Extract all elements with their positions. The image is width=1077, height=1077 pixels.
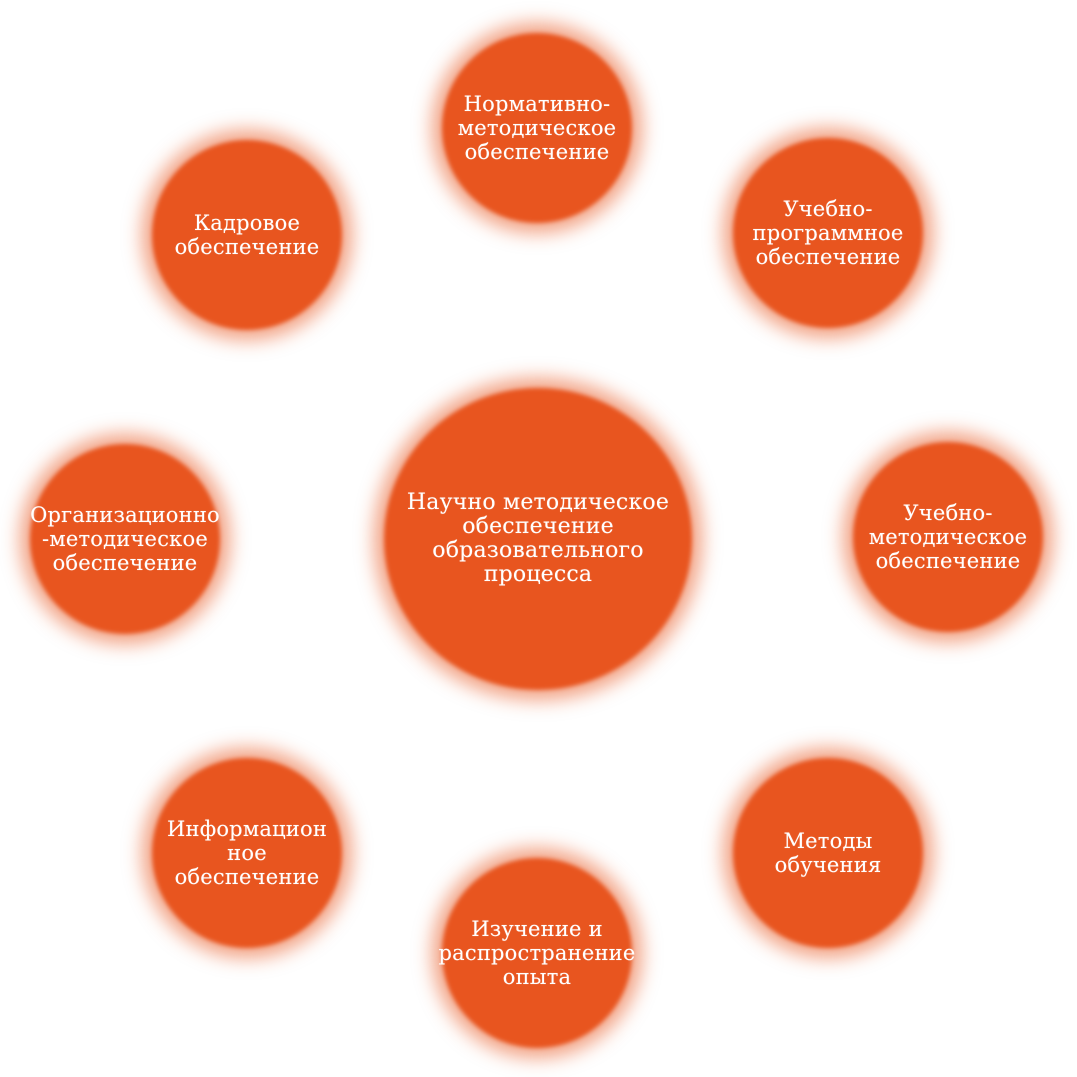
node-label: Методы обучения <box>774 829 882 877</box>
node-label: Кадровое обеспечение <box>174 211 320 259</box>
center-circle-shape <box>384 388 692 690</box>
node-curriculum-support: Учебно- программное обеспечение <box>733 138 923 328</box>
node-educational-methodological: Учебно- методическое обеспечение <box>853 442 1043 632</box>
node-label: Нормативно- методическое обеспечение <box>457 92 617 164</box>
node-circle-shape <box>152 140 342 330</box>
node-circle-shape <box>853 442 1043 632</box>
node-teaching-methods: Методы обучения <box>733 758 923 948</box>
node-label: Учебно- программное обеспечение <box>752 197 904 269</box>
node-information-support: Информацион ное обеспечение <box>152 758 342 948</box>
node-circle-shape <box>733 758 923 948</box>
node-circle-shape <box>30 444 220 634</box>
center-circle-label: Научно методическое обеспечение образова… <box>406 490 670 587</box>
node-organizational-methodological: Организационно -методическое обеспечение <box>30 444 220 634</box>
node-circle-shape <box>152 758 342 948</box>
node-label: Учебно- методическое обеспечение <box>868 501 1028 573</box>
node-label: Изучение и распространение опыта <box>438 917 636 989</box>
node-normative-methodological: Нормативно- методическое обеспечение <box>442 33 632 223</box>
node-experience-study: Изучение и распространение опыта <box>439 858 635 1048</box>
center-circle-node: Научно методическое обеспечение образова… <box>384 388 692 690</box>
node-circle-shape <box>733 138 923 328</box>
node-circle-shape <box>442 33 632 223</box>
node-circle-shape <box>442 858 632 1048</box>
node-staffing: Кадровое обеспечение <box>152 140 342 330</box>
node-label: Организационно -методическое обеспечение <box>30 503 220 575</box>
node-label: Информацион ное обеспечение <box>166 817 328 889</box>
